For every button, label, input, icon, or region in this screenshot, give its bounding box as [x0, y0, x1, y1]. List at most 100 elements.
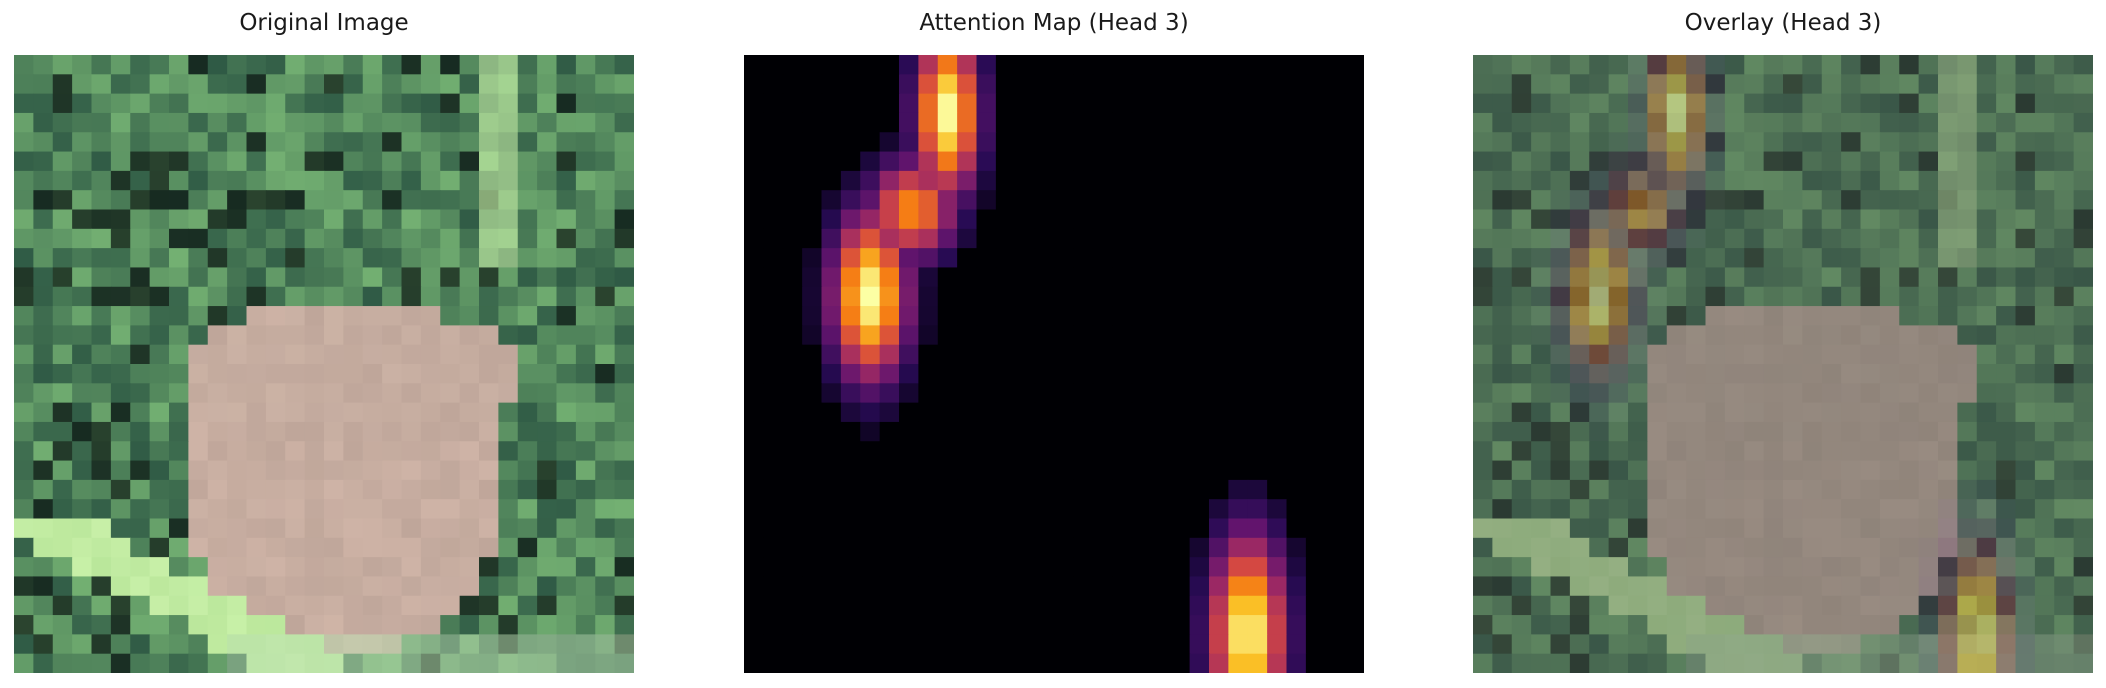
- pixel: [91, 74, 112, 95]
- pixel: [744, 537, 764, 558]
- pixel: [1841, 634, 1862, 655]
- pixel: [188, 209, 209, 230]
- pixel: [1686, 190, 1707, 211]
- pixel: [91, 132, 112, 153]
- pixel: [1305, 286, 1326, 307]
- pixel: [1112, 441, 1133, 462]
- pixel: [498, 74, 519, 95]
- pixel: [2073, 595, 2093, 616]
- pixel: [899, 248, 919, 269]
- pixel: [1325, 518, 1346, 539]
- pixel: [246, 306, 267, 326]
- pixel: [265, 460, 286, 481]
- pixel: [1550, 170, 1571, 191]
- pixel: [227, 112, 248, 133]
- pixel: [382, 112, 403, 133]
- pixel: [1879, 74, 1900, 95]
- pixel: [1015, 93, 1036, 114]
- pixel: [33, 653, 54, 673]
- pixel: [401, 364, 422, 384]
- pixel: [1286, 190, 1307, 211]
- pixel: [995, 93, 1016, 114]
- pixel: [976, 286, 997, 307]
- pixel: [130, 557, 151, 578]
- pixel: [1763, 653, 1784, 673]
- pixel: [1267, 267, 1288, 288]
- pixel: [537, 93, 558, 114]
- pixel: [1724, 228, 1745, 249]
- pixel: [1647, 653, 1668, 673]
- pixel: [459, 112, 480, 133]
- pixel: [744, 479, 764, 500]
- pixel: [14, 383, 34, 404]
- pixel: [2034, 479, 2055, 500]
- pixel: [52, 112, 73, 133]
- pixel: [1344, 537, 1364, 558]
- pixel: [1763, 151, 1784, 172]
- pixel: [1550, 325, 1571, 346]
- pixel: [1957, 306, 1978, 326]
- pixel: [995, 518, 1016, 539]
- pixel: [937, 248, 958, 269]
- pixel: [401, 441, 422, 462]
- pixel: [1938, 151, 1958, 172]
- pixel: [188, 402, 209, 423]
- pixel: [1473, 460, 1493, 481]
- pixel: [1092, 286, 1113, 307]
- pixel: [1492, 190, 1513, 211]
- pixel: [1938, 93, 1958, 114]
- pixel: [1305, 248, 1326, 269]
- pixel: [169, 325, 189, 346]
- pixel: [957, 151, 978, 172]
- pixel: [1531, 325, 1552, 346]
- pixel: [976, 248, 997, 269]
- pixel: [1686, 576, 1707, 597]
- pixel: [1267, 93, 1288, 114]
- pixel: [918, 170, 939, 191]
- pixel: [1763, 364, 1784, 384]
- pixel: [2073, 499, 2093, 520]
- pixel: [420, 325, 441, 346]
- pixel: [1783, 576, 1803, 597]
- pixel: [821, 576, 842, 597]
- pixel: [537, 421, 558, 442]
- pixel: [802, 653, 823, 673]
- pixel: [957, 557, 978, 578]
- pixel: [1763, 383, 1784, 404]
- pixel: [1686, 364, 1707, 384]
- pixel: [1034, 170, 1055, 191]
- pixel: [285, 441, 306, 462]
- pixel: [324, 132, 344, 153]
- pixel: [1705, 460, 1726, 481]
- pixel: [1860, 518, 1881, 539]
- pixel: [169, 537, 189, 558]
- pixel: [595, 383, 616, 404]
- pixel: [782, 479, 803, 500]
- pixel: [420, 344, 441, 365]
- pixel: [1860, 634, 1881, 655]
- pixel: [1996, 325, 2017, 346]
- pixel: [595, 460, 616, 481]
- pixel: [2034, 248, 2055, 269]
- pixel: [1899, 209, 1920, 230]
- pixel: [479, 595, 499, 616]
- pixel: [918, 634, 939, 655]
- pixel: [1150, 557, 1171, 578]
- pixel: [1744, 228, 1765, 249]
- pixel: [1473, 479, 1493, 500]
- pixel: [169, 151, 189, 172]
- pixel: [440, 190, 461, 211]
- pixel: [860, 383, 881, 404]
- pixel: [1511, 383, 1532, 404]
- pixel: [362, 441, 383, 462]
- pixel: [227, 55, 248, 75]
- pixel: [1918, 286, 1939, 307]
- pixel: [1763, 190, 1784, 211]
- pixel: [840, 112, 861, 133]
- pixel: [324, 421, 344, 442]
- pixel: [1015, 325, 1036, 346]
- pixel: [918, 421, 939, 442]
- pixel: [782, 93, 803, 114]
- pixel: [937, 421, 958, 442]
- pixel: [1608, 112, 1629, 133]
